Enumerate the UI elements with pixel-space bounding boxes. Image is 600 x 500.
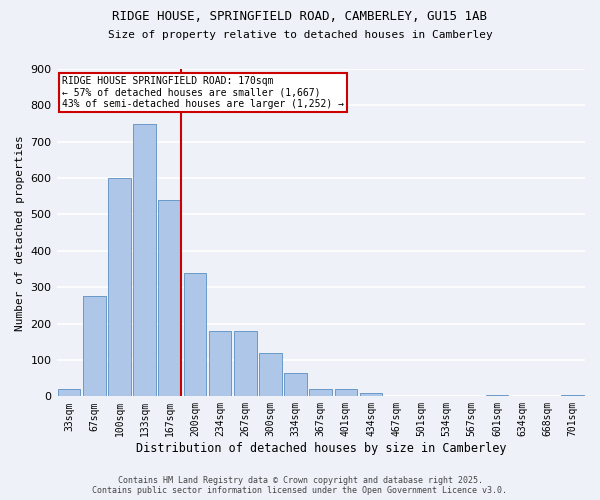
Bar [335, 389, 357, 396]
X-axis label: Distribution of detached houses by size in Camberley: Distribution of detached houses by size … [136, 442, 506, 455]
Bar [83, 296, 106, 396]
Bar [58, 389, 80, 396]
Text: Contains HM Land Registry data © Crown copyright and database right 2025.
Contai: Contains HM Land Registry data © Crown c… [92, 476, 508, 495]
Bar [184, 272, 206, 396]
Bar [259, 352, 282, 397]
Text: Size of property relative to detached houses in Camberley: Size of property relative to detached ho… [107, 30, 493, 40]
Bar [561, 394, 584, 396]
Bar [485, 394, 508, 396]
Bar [158, 200, 181, 396]
Text: RIDGE HOUSE SPRINGFIELD ROAD: 170sqm
← 57% of detached houses are smaller (1,667: RIDGE HOUSE SPRINGFIELD ROAD: 170sqm ← 5… [62, 76, 344, 108]
Bar [108, 178, 131, 396]
Y-axis label: Number of detached properties: Number of detached properties [15, 135, 25, 330]
Bar [133, 124, 156, 396]
Bar [360, 392, 382, 396]
Bar [209, 331, 232, 396]
Bar [284, 372, 307, 396]
Bar [310, 389, 332, 396]
Text: RIDGE HOUSE, SPRINGFIELD ROAD, CAMBERLEY, GU15 1AB: RIDGE HOUSE, SPRINGFIELD ROAD, CAMBERLEY… [113, 10, 487, 23]
Bar [234, 331, 257, 396]
